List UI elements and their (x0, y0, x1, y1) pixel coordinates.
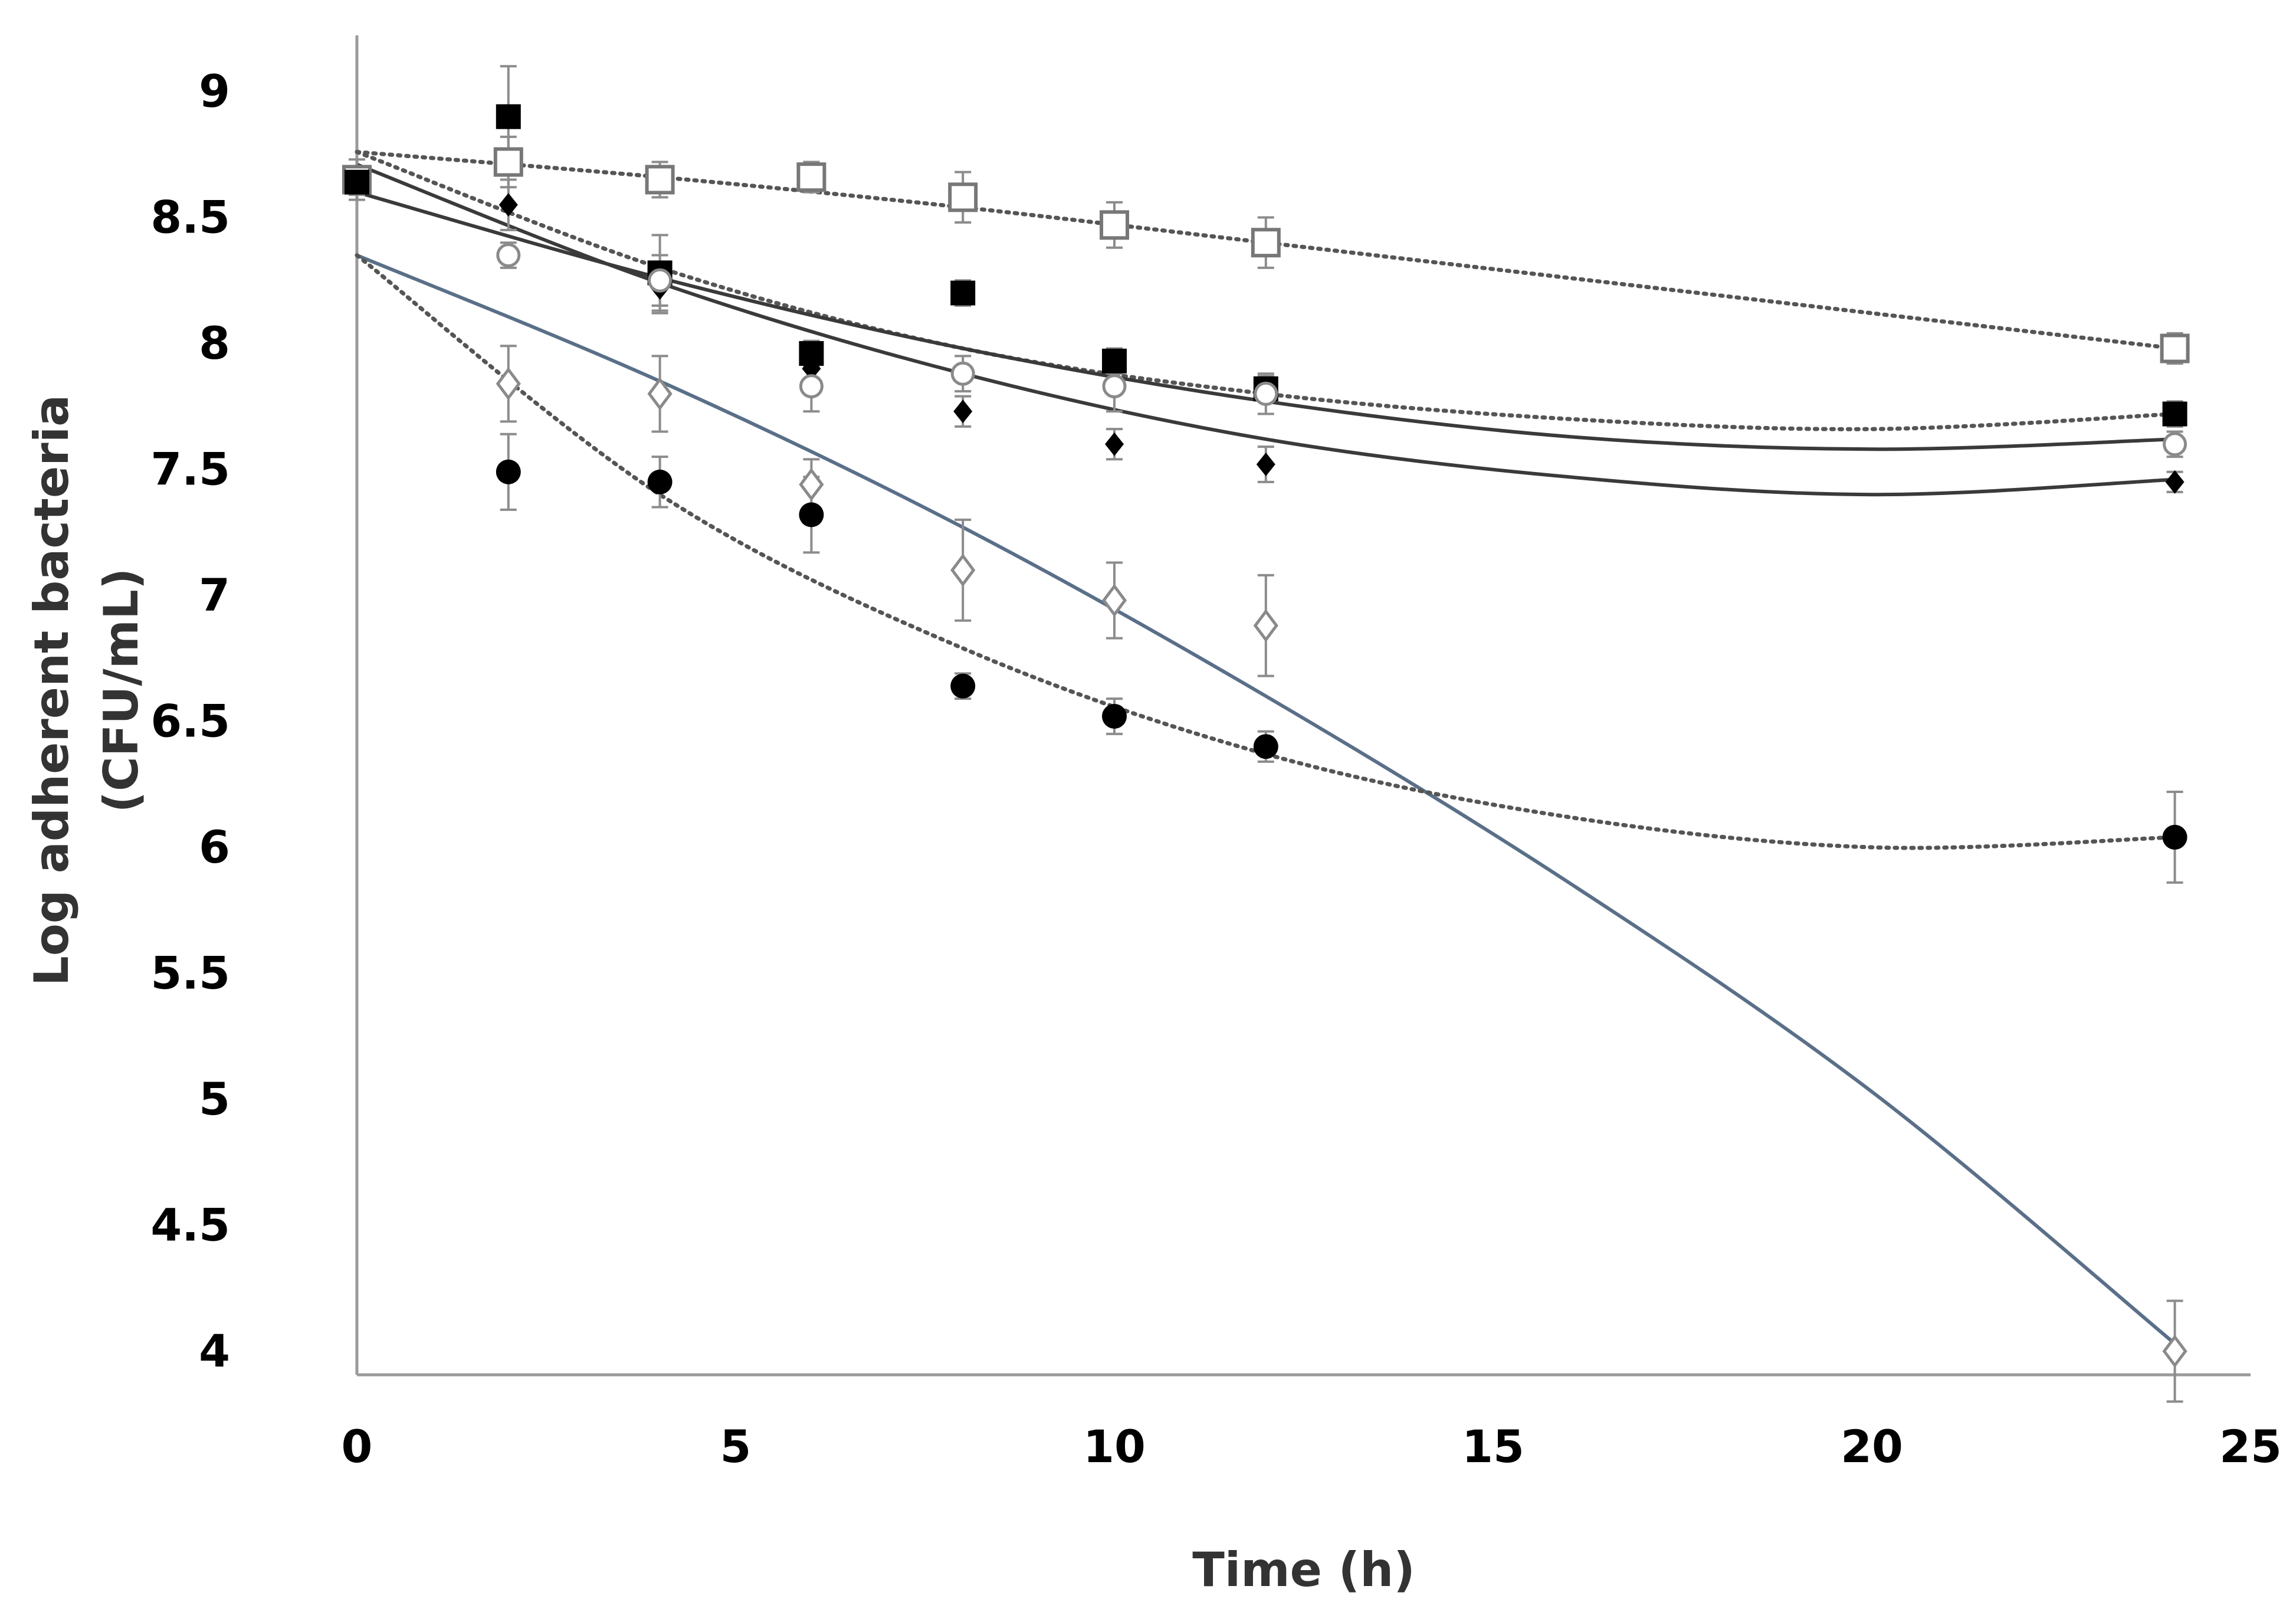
marker-open-diamond (647, 377, 673, 411)
marker-open-circle (1102, 374, 1127, 399)
x-tick-label: 10 (1083, 1420, 1146, 1473)
y-tick-label: 9 (199, 65, 230, 117)
marker-open-square (796, 162, 826, 192)
marker-open-circle (496, 243, 521, 268)
marker-filled-circle (496, 459, 521, 484)
y-tick-label: 4 (199, 1325, 230, 1377)
marker-open-diamond (1101, 584, 1127, 617)
fit-curve-filled-circle (355, 253, 2177, 850)
marker-filled-square (950, 280, 976, 306)
fit-curve-open-diamond (356, 253, 2176, 1345)
marker-open-circle (950, 361, 975, 386)
marker-open-square (1251, 228, 1281, 258)
marker-open-circle (1254, 381, 1278, 406)
x-tick-label: 5 (720, 1420, 752, 1473)
x-tick-label: 0 (342, 1420, 373, 1473)
marker-filled-circle (950, 673, 976, 699)
marker-open-square (645, 165, 675, 195)
marker-filled-circle (1253, 734, 1278, 759)
marker-filled-square (345, 169, 369, 195)
marker-filled-diamond (953, 399, 973, 424)
marker-open-square (1100, 210, 1129, 240)
y-ticks: 9 8.5 8 7.5 7 6.5 6 5.5 5 4.5 4 (150, 65, 230, 1377)
y-axis-title-line-1: Log adherent bacteria (24, 395, 79, 986)
marker-filled-square (1102, 348, 1127, 373)
marker-filled-circle (2162, 824, 2187, 850)
axes (355, 35, 2251, 1377)
marker-filled-circle (799, 502, 824, 527)
marker-filled-diamond (498, 193, 518, 217)
marker-open-diamond (950, 553, 976, 587)
y-tick-label: 8 (199, 317, 230, 369)
y-tick-label: 7.5 (150, 443, 230, 496)
marker-open-square (493, 147, 523, 177)
marker-open-diamond (1253, 609, 1278, 643)
marker-open-square (2160, 333, 2190, 363)
y-tick-label: 7 (199, 569, 230, 621)
marker-filled-diamond (802, 356, 821, 381)
marker-filled-circle (1102, 703, 1127, 729)
marker-open-diamond (799, 467, 824, 502)
marker-open-circle (799, 374, 824, 399)
marker-open-diamond (2162, 1334, 2187, 1368)
y-axis-title-line-2: (CFU/mL) (94, 568, 149, 813)
y-tick-label: 5.5 (150, 947, 230, 1000)
x-tick-label: 25 (2219, 1420, 2282, 1473)
marker-filled-square (2162, 401, 2187, 427)
marker-open-diamond (496, 367, 521, 401)
marker-filled-square (496, 104, 521, 129)
x-axis-title: Time (h) (1192, 1542, 1415, 1597)
y-tick-label: 6.5 (150, 695, 230, 748)
marker-filled-diamond (2165, 470, 2185, 494)
marker-filled-circle (647, 469, 673, 494)
y-tick-label: 8.5 (150, 191, 230, 244)
x-tick-label: 20 (1841, 1420, 1903, 1473)
marker-open-square (948, 182, 978, 212)
y-tick-label: 6 (199, 821, 230, 873)
marker-filled-diamond (1256, 452, 1275, 476)
data-markers (342, 104, 2190, 1368)
marker-open-circle (2163, 432, 2187, 457)
marker-open-circle (648, 268, 673, 293)
fit-curve-filled-diamond (356, 163, 2175, 497)
marker-filled-diamond (1105, 432, 1124, 456)
x-ticks: 0 5 10 15 20 25 (342, 1420, 2282, 1473)
y-tick-label: 5 (199, 1073, 230, 1125)
x-tick-label: 15 (1462, 1420, 1524, 1473)
y-tick-label: 4.5 (150, 1199, 230, 1251)
